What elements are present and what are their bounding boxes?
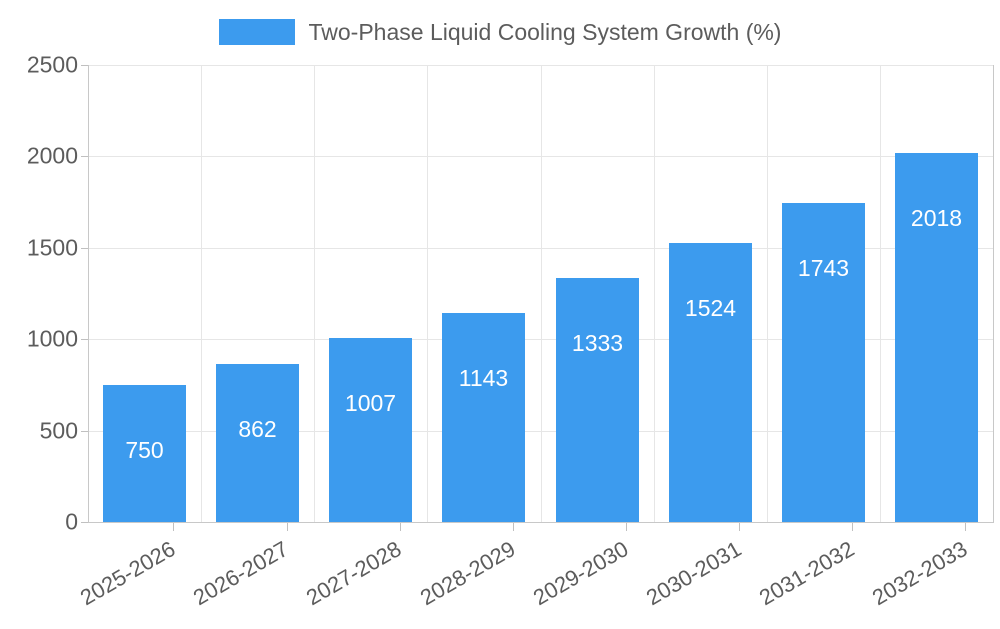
y-axis-tick-label: 1500 xyxy=(26,234,78,261)
gridline-horizontal xyxy=(88,156,993,158)
x-axis-tick-mark xyxy=(173,523,174,531)
x-axis-tick-mark xyxy=(852,523,853,531)
gridline-vertical xyxy=(427,65,428,522)
gridline-vertical xyxy=(767,65,768,522)
gridline-horizontal xyxy=(88,247,993,249)
x-axis-tick-label: 2032-2033 xyxy=(867,536,972,611)
gridline-vertical xyxy=(654,65,655,522)
y-axis-tick-mark xyxy=(81,339,88,341)
bar[interactable]: 1333 xyxy=(556,278,639,522)
y-axis-line xyxy=(88,65,89,523)
x-axis-tick-label: 2031-2032 xyxy=(754,536,859,611)
y-axis-tick-label: 1000 xyxy=(26,325,78,352)
bar[interactable]: 1143 xyxy=(442,313,525,522)
gridline-vertical xyxy=(541,65,542,522)
y-axis-tick-label: 2000 xyxy=(26,142,78,169)
gridline-horizontal xyxy=(88,339,993,341)
bar[interactable]: 2018 xyxy=(895,153,978,522)
x-axis-tick-label: 2027-2028 xyxy=(301,536,406,611)
bar-value-label: 1333 xyxy=(571,330,624,357)
x-axis-tick-mark xyxy=(287,523,288,531)
x-axis-tick-mark xyxy=(400,523,401,531)
bar-value-label: 862 xyxy=(238,416,277,443)
x-axis-tick-mark xyxy=(513,523,514,531)
y-axis-tick-mark xyxy=(81,156,88,158)
y-axis-tick-label: 0 xyxy=(65,508,78,535)
bar[interactable]: 750 xyxy=(103,384,186,522)
legend-color-swatch[interactable] xyxy=(218,19,295,45)
bar-value-label: 1007 xyxy=(344,389,397,416)
gridline-horizontal xyxy=(88,65,993,66)
plot-area: 750 862 1007 1143 1333 1524 1743 2018 xyxy=(88,65,993,523)
y-axis-tick-mark xyxy=(81,430,88,432)
y-axis-tick-label: 2500 xyxy=(26,51,78,78)
bar[interactable]: 1743 xyxy=(782,203,865,522)
y-axis-tick-label: 500 xyxy=(39,417,78,444)
x-axis-tick-label: 2030-2031 xyxy=(641,536,746,611)
gridline-vertical xyxy=(201,65,202,522)
x-axis-tick-label: 2029-2030 xyxy=(528,536,633,611)
gridline-vertical xyxy=(314,65,315,522)
bar[interactable]: 1524 xyxy=(669,243,752,522)
bar[interactable]: 862 xyxy=(216,364,299,522)
x-axis-tick-mark xyxy=(739,523,740,531)
gridline-vertical xyxy=(880,65,881,522)
x-axis-tick-label: 2025-2026 xyxy=(75,536,180,611)
x-axis-tick-label: 2026-2027 xyxy=(188,536,293,611)
legend-label[interactable]: Two-Phase Liquid Cooling System Growth (… xyxy=(308,19,782,45)
bar-value-label: 750 xyxy=(125,436,164,463)
bar-chart: Two-Phase Liquid Cooling System Growth (… xyxy=(0,14,1000,611)
x-axis-tick-mark xyxy=(626,523,627,531)
bar-value-label: 2018 xyxy=(910,205,963,232)
x-axis-line xyxy=(88,522,994,523)
chart-legend: Two-Phase Liquid Cooling System Growth (… xyxy=(0,14,1000,50)
bar[interactable]: 1007 xyxy=(329,337,412,522)
plot-right-border xyxy=(993,65,994,523)
gridline-horizontal xyxy=(88,430,993,432)
x-axis-tick-mark xyxy=(965,523,966,531)
y-axis-tick-mark xyxy=(81,65,88,66)
bar-value-label: 1143 xyxy=(458,365,509,392)
x-axis-tick-label: 2028-2029 xyxy=(415,536,520,611)
y-axis-tick-mark xyxy=(81,522,88,523)
bar-value-label: 1524 xyxy=(684,295,737,322)
bar-value-label: 1743 xyxy=(797,255,850,282)
y-axis-tick-mark xyxy=(81,247,88,249)
